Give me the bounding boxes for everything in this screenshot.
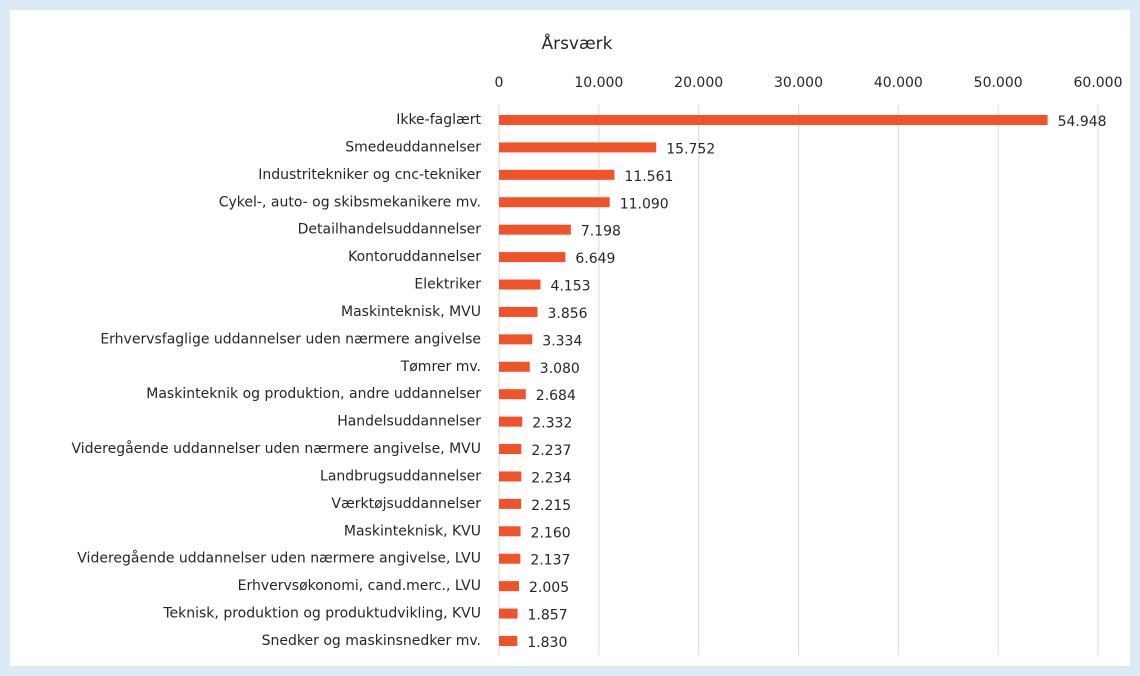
bar: [499, 389, 526, 400]
data-label: 3.856: [547, 306, 587, 322]
bar: [499, 553, 521, 564]
data-label: 3.080: [540, 361, 580, 377]
data-label: 6.649: [575, 251, 615, 267]
category-label: Maskinteknik og produktion, andre uddann…: [146, 386, 481, 402]
data-label: 2.332: [532, 416, 572, 432]
bar: [499, 498, 522, 509]
category-label: Kontoruddannelser: [348, 249, 481, 265]
data-label: 2.137: [530, 553, 570, 569]
bar: [499, 526, 521, 537]
bar: [499, 115, 1048, 125]
category-label: Ikke-faglært: [396, 112, 481, 128]
axis-title: Årsværk: [541, 32, 612, 54]
bar: [499, 581, 520, 592]
x-tick-label: 50.000: [974, 75, 1023, 91]
data-label: 2.005: [529, 580, 569, 596]
x-tick-label: 10.000: [574, 75, 623, 91]
category-label: Erhvervsøkonomi, cand.merc., LVU: [238, 578, 481, 594]
data-label: 2.237: [531, 443, 571, 459]
category-label: Videregående uddannelser uden nærmere an…: [77, 550, 481, 567]
category-label: Maskinteknisk, KVU: [344, 523, 481, 539]
data-label: 2.160: [531, 525, 571, 541]
x-tick-label: 60.000: [1074, 75, 1123, 91]
data-label: 54.948: [1058, 114, 1107, 130]
x-tick-label: 0: [495, 75, 504, 91]
data-label: 4.153: [550, 279, 590, 295]
category-label: Tømrer mv.: [400, 359, 481, 375]
bar: [499, 361, 530, 372]
data-label: 3.334: [542, 333, 582, 349]
data-label: 11.090: [620, 196, 669, 212]
category-label: Værktøjsuddannelser: [331, 496, 481, 512]
category-label: Teknisk, produktion og produktudvikling,…: [162, 606, 481, 622]
data-label: 1.830: [527, 635, 567, 651]
data-label: 2.684: [536, 388, 576, 404]
data-label: 11.561: [624, 169, 673, 185]
bar: [499, 635, 518, 646]
category-label: Snedker og maskinsnedker mv.: [262, 633, 481, 649]
category-label: Handelsuddannelser: [337, 414, 481, 430]
category-label: Maskinteknisk, MVU: [341, 304, 481, 320]
category-label: Elektriker: [414, 277, 481, 293]
bar: [499, 142, 657, 153]
data-label: 7.198: [581, 224, 621, 240]
x-tick-label: 40.000: [874, 75, 923, 91]
category-label: Smedeuddannelser: [345, 139, 481, 155]
bar: [499, 224, 571, 235]
bar: [499, 334, 533, 345]
data-label: 2.234: [531, 470, 571, 486]
data-label: 15.752: [666, 141, 715, 157]
category-label: Industritekniker og cnc-tekniker: [258, 167, 481, 183]
category-label: Detailhandelsuddannelser: [298, 222, 482, 238]
category-label: Cykel-, auto- og skibsmekanikere mv.: [219, 194, 481, 210]
data-label: 2.215: [531, 498, 571, 514]
x-tick-label: 30.000: [774, 75, 823, 91]
x-tick-label: 20.000: [674, 75, 723, 91]
data-label: 1.857: [528, 608, 568, 624]
category-label: Videregående uddannelser uden nærmere an…: [71, 440, 481, 457]
bar: [499, 444, 522, 455]
category-label: Erhvervsfaglige uddannelser uden nærmere…: [100, 331, 481, 347]
category-label: Landbrugsuddannelser: [320, 468, 481, 484]
bar: [499, 471, 522, 482]
bar: [499, 169, 615, 180]
bar: [499, 252, 566, 263]
bar: [499, 608, 518, 619]
bar: [499, 306, 538, 317]
bar: [499, 416, 523, 427]
bar: [499, 197, 610, 208]
bar: [499, 279, 541, 290]
